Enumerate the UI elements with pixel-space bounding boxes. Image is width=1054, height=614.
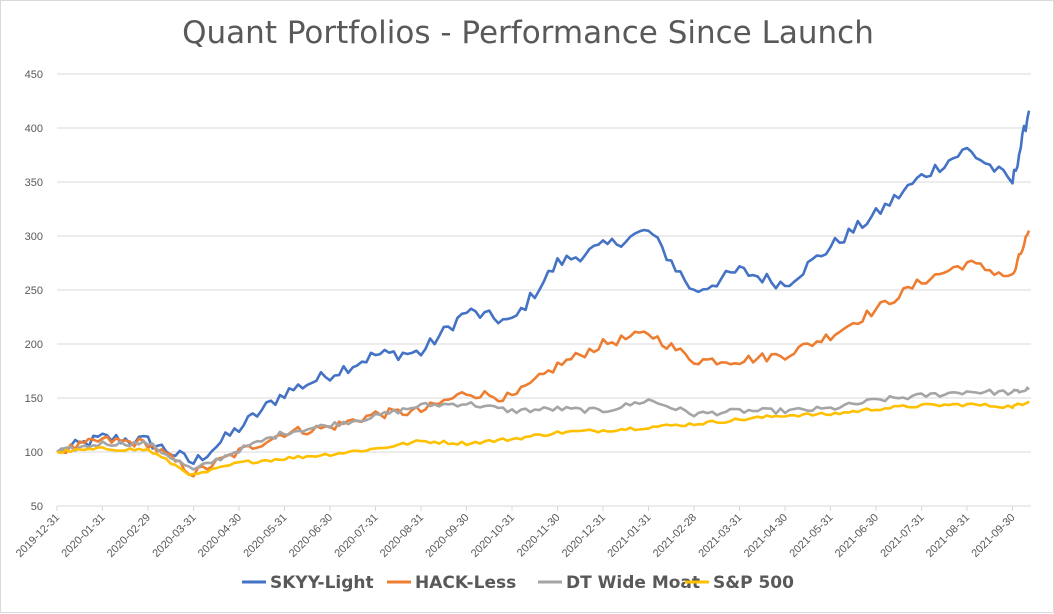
x-tick-label: 2020-08-31 <box>378 512 426 560</box>
legend-label: SKYY-Light <box>270 573 374 593</box>
y-tick-label: 250 <box>25 285 43 297</box>
x-tick-label: 2020-01-31 <box>59 512 107 560</box>
series-line-dt-wide-moat <box>56 386 1030 471</box>
x-tick-label: 2020-03-31 <box>150 512 198 560</box>
chart-title: Quant Portfolios - Performance Since Lau… <box>182 15 874 51</box>
series-line-skyy-light <box>56 110 1031 466</box>
x-tick-label: 2020-06-30 <box>287 512 335 560</box>
x-tick-label: 2020-04-30 <box>196 512 244 560</box>
x-tick-label: 2020-05-31 <box>241 512 289 560</box>
x-tick-label: 2021-06-30 <box>833 512 881 560</box>
y-tick-label: 200 <box>25 339 43 351</box>
series-line-s-p-500 <box>56 400 1030 477</box>
x-tick-label: 2021-02-28 <box>651 512 699 560</box>
legend: SKYY-Light HACK-Less DT Wide Moat S&P 500 <box>242 573 794 593</box>
x-tick-label: 2020-11-30 <box>515 512 563 560</box>
x-tick-label: 2021-05-31 <box>787 512 835 560</box>
y-tick-label: 50 <box>31 501 43 513</box>
legend-label: HACK-Less <box>415 573 516 593</box>
x-tick-label: 2020-02-29 <box>105 512 153 560</box>
series-line-hack-less <box>57 230 1031 478</box>
x-tick-label: 2020-07-31 <box>332 512 380 560</box>
axis-layer: 501001502002503003504004502019-12-312020… <box>14 69 1031 560</box>
x-tick-label: 2020-12-31 <box>560 512 608 560</box>
x-tick-label: 2021-03-31 <box>696 512 744 560</box>
y-tick-label: 150 <box>25 393 43 405</box>
x-tick-label: 2020-10-31 <box>469 512 517 560</box>
x-tick-label: 2021-04-30 <box>742 512 790 560</box>
legend-label: DT Wide Moat <box>566 573 700 593</box>
grid-layer <box>57 73 1031 507</box>
x-tick-label: 2021-08-31 <box>924 512 972 560</box>
y-tick-label: 300 <box>25 231 43 243</box>
x-tick-label: 2021-07-31 <box>878 512 926 560</box>
y-tick-label: 350 <box>25 177 43 189</box>
x-tick-label: 2021-01-31 <box>605 512 653 560</box>
y-tick-label: 100 <box>25 447 43 459</box>
x-tick-label: 2019-12-31 <box>14 512 62 560</box>
x-tick-label: 2021-09-30 <box>969 512 1017 560</box>
y-tick-label: 450 <box>25 69 43 81</box>
series-layer <box>56 110 1031 478</box>
x-tick-label: 2020-09-30 <box>423 512 471 560</box>
legend-label: S&P 500 <box>713 573 794 593</box>
y-tick-label: 400 <box>25 123 43 135</box>
